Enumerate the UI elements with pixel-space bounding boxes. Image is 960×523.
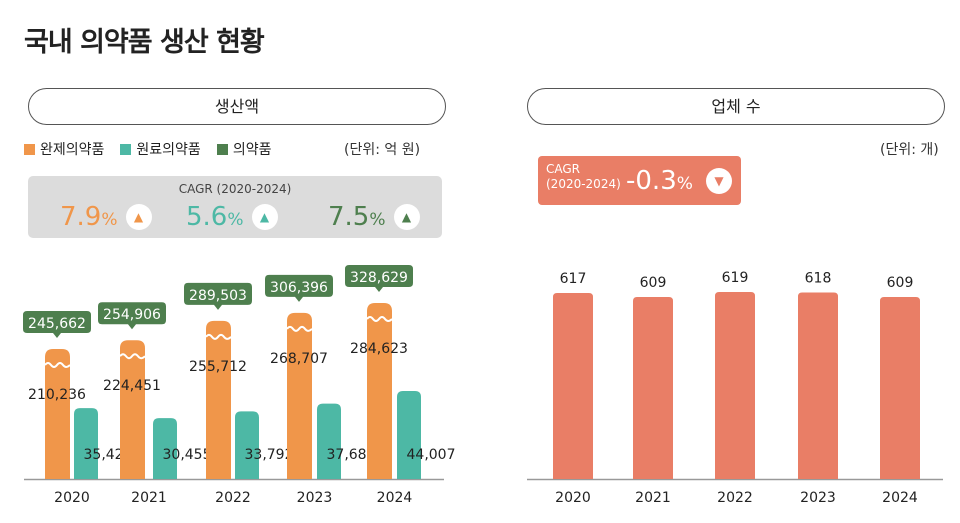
- label-companies-2021: 609: [640, 275, 667, 291]
- axis-break-mark: [286, 325, 313, 332]
- up-arrow-icon: ▲: [251, 204, 278, 230]
- x-tick-production-2022: 2022: [215, 490, 251, 506]
- legend: 완제의약품 원료의약품 의약품: [24, 139, 271, 159]
- x-tick-production-2024: 2024: [377, 490, 413, 506]
- bar-raw-2023: [317, 403, 341, 479]
- label-companies-2022: 619: [722, 270, 749, 286]
- label-total-2024: 328,629: [350, 270, 408, 286]
- cagr-total: 7.5% ▲: [328, 202, 420, 232]
- x-tick-production-2020: 2020: [54, 490, 90, 506]
- axis-break-mark: [119, 353, 146, 360]
- bubble-total-2021: [98, 302, 166, 330]
- cagr-value: -0.3%: [626, 166, 693, 196]
- label-companies-2023: 618: [805, 271, 832, 287]
- bar-finished-2020: [45, 348, 70, 479]
- cagr-raw: 5.6% ▲: [186, 202, 278, 232]
- bar-companies-2020: [553, 293, 593, 479]
- bar-finished-2021: [120, 340, 145, 479]
- cagr-label: CAGR (2020-2024): [546, 162, 621, 191]
- cagr-finished: 7.9% ▲: [60, 202, 152, 232]
- bar-companies-2021: [633, 297, 673, 479]
- x-tick-companies-2023: 2023: [800, 490, 836, 506]
- unit-label-companies: (단위: 개): [880, 142, 939, 158]
- bar-raw-2022: [235, 411, 259, 479]
- label-finished-2024: 284,623: [350, 341, 408, 357]
- bubble-total-2020: [23, 310, 91, 338]
- axis-break-mark: [205, 333, 232, 340]
- legend-total: 의약품: [216, 139, 271, 159]
- bubble-total-2024: [345, 265, 413, 293]
- x-tick-production-2021: 2021: [131, 490, 167, 506]
- x-tick-companies-2022: 2022: [717, 490, 753, 506]
- cagr-box-production: CAGR (2020-2024) 7.9% ▲ 5.6% ▲ 7.5% ▲: [28, 176, 442, 238]
- legend-finished: 완제의약품: [24, 139, 104, 159]
- cagr-box-companies: CAGR (2020-2024) -0.3% ▼: [538, 156, 741, 205]
- bar-companies-2023: [798, 292, 838, 479]
- label-finished-2021: 224,451: [103, 378, 161, 394]
- label-raw-2022: 33,792: [245, 447, 294, 463]
- up-arrow-icon: ▲: [125, 204, 152, 230]
- label-raw-2021: 30,455: [163, 447, 212, 463]
- bar-companies-2022: [715, 292, 755, 479]
- legend-raw: 원료의약품: [120, 139, 201, 159]
- down-arrow-icon: ▼: [706, 168, 732, 194]
- up-arrow-icon: ▲: [393, 204, 420, 230]
- cagr-label: CAGR (2020-2024): [178, 182, 292, 196]
- unit-label-production: (단위: 억 원): [344, 142, 421, 158]
- page-title: 국내 의약품 생산 현황: [24, 27, 265, 58]
- bar-raw-2024: [397, 390, 421, 479]
- label-raw-2024: 44,007: [407, 447, 456, 463]
- label-finished-2020: 210,236: [28, 387, 86, 403]
- label-raw-2023: 37,689: [327, 447, 376, 463]
- bar-companies-2024: [880, 297, 920, 479]
- bar-finished-2024: [367, 303, 392, 479]
- bar-raw-2021: [153, 418, 177, 479]
- label-total-2020: 245,662: [28, 316, 86, 332]
- label-total-2023: 306,396: [270, 280, 328, 296]
- companies-header: 업체 수: [527, 88, 945, 125]
- label-total-2022: 289,503: [189, 288, 247, 304]
- x-tick-companies-2021: 2021: [635, 490, 671, 506]
- label-finished-2023: 268,707: [270, 351, 328, 367]
- x-tick-companies-2024: 2024: [882, 490, 918, 506]
- axis-break-mark: [44, 361, 71, 368]
- bar-finished-2023: [287, 312, 312, 479]
- x-tick-companies-2020: 2020: [555, 490, 591, 506]
- label-companies-2020: 617: [560, 271, 587, 287]
- bubble-total-2022: [184, 282, 252, 310]
- label-finished-2022: 255,712: [189, 359, 247, 375]
- bar-finished-2022: [206, 320, 231, 479]
- label-total-2021: 254,906: [103, 307, 161, 323]
- production-header: 생산액: [28, 88, 446, 125]
- label-companies-2024: 609: [887, 275, 914, 291]
- bar-raw-2020: [74, 408, 98, 479]
- bubble-total-2023: [265, 274, 333, 302]
- axis-break-mark: [366, 316, 393, 322]
- x-tick-production-2023: 2023: [297, 490, 333, 506]
